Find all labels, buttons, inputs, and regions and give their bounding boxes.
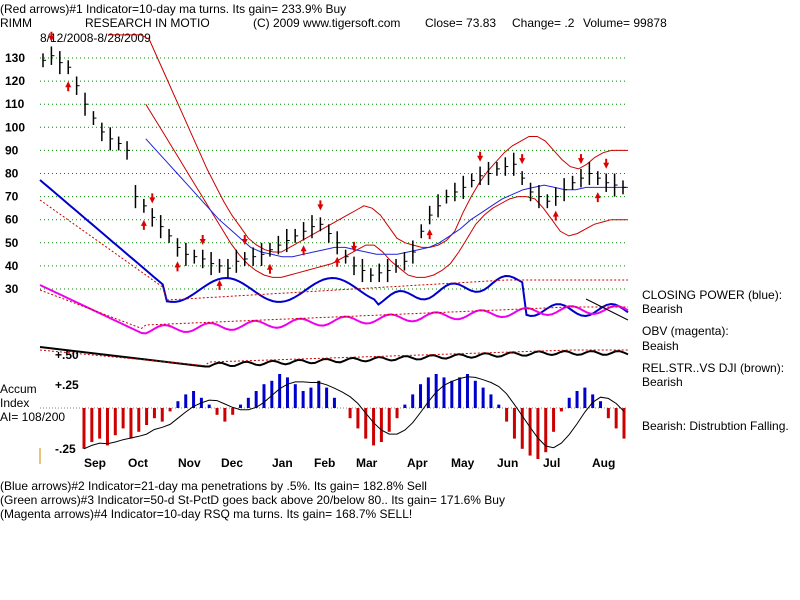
- month-jul: Jul: [543, 456, 560, 470]
- y-tick-60: 60: [5, 213, 19, 227]
- y-tick-40: 40: [5, 259, 19, 273]
- month-nov: Nov: [178, 456, 201, 470]
- lower-band-line: [145, 103, 628, 278]
- closing-power-line: [39, 179, 629, 318]
- relstr-line: [39, 346, 629, 368]
- legend-obv-state: Beaish: [642, 339, 679, 353]
- up-arrow-icon: [65, 81, 72, 92]
- y-tick-70: 70: [5, 190, 19, 204]
- legend-relstr-state: Bearish: [642, 375, 683, 389]
- upper-band-line: [108, 34, 628, 253]
- down-arrow-icon: [519, 154, 526, 165]
- up-arrow-icon: [216, 279, 223, 290]
- header-close: Close= 73.83: [425, 16, 496, 30]
- up-arrow-icon: [174, 261, 181, 272]
- month-oct: Oct: [128, 456, 148, 470]
- accum-index-ma-line: [83, 376, 625, 450]
- obv-line: [39, 284, 629, 335]
- header-company: RESEARCH IN MOTIO: [85, 16, 210, 30]
- down-arrow-icon: [199, 234, 206, 245]
- y-tick-80: 80: [5, 167, 19, 181]
- accum-title1: Accum: [0, 382, 37, 396]
- down-arrow-icon: [577, 154, 584, 165]
- moving-average-line: [145, 138, 628, 258]
- down-arrow-icon: [351, 241, 358, 252]
- header-change: Change= .2: [512, 16, 575, 30]
- header-symbol: RIMM: [0, 16, 32, 30]
- footer-line3: (Magenta arrows)#4 Indicator=10-day RSQ …: [0, 507, 412, 521]
- y-tick-130: 130: [5, 51, 25, 65]
- price-axis-ticks: 30 40 50 60 70 80 90 100 110 120 130: [5, 51, 25, 296]
- down-arrow-icon: [603, 158, 610, 169]
- header-line1: (Red arrows)#1 Indicator=10-day ma turns…: [0, 2, 346, 16]
- down-arrow-icon: [149, 193, 156, 204]
- month-apr: Apr: [407, 456, 428, 470]
- signal-arrows: [48, 31, 610, 290]
- up-arrow-icon: [300, 245, 307, 256]
- y-tick-120: 120: [5, 74, 25, 88]
- up-arrow-icon: [334, 256, 341, 267]
- month-jan: Jan: [272, 456, 293, 470]
- up-arrow-icon: [266, 263, 273, 274]
- accum-index-bars: [82, 374, 626, 459]
- accum-upper-label: +.50: [55, 348, 79, 362]
- y-tick-100: 100: [5, 120, 25, 134]
- y-tick-50: 50: [5, 236, 19, 250]
- up-arrow-icon: [594, 192, 601, 203]
- up-arrow-icon: [140, 219, 147, 230]
- up-arrow-icon: [552, 210, 559, 221]
- month-axis: Sep Oct Nov Dec Jan Feb Mar Apr May Jun Jul Aug: [84, 456, 615, 470]
- legend-relstr: REL.STR..VS DJI (brown):: [642, 361, 784, 375]
- down-arrow-icon: [317, 200, 324, 211]
- trendline: [585, 298, 629, 321]
- up-arrow-icon: [426, 229, 433, 240]
- month-dec: Dec: [221, 456, 243, 470]
- header-copyright: (C) 2009 www.tigersoft.com: [253, 16, 400, 30]
- month-may: May: [451, 456, 475, 470]
- y-tick-30: 30: [5, 282, 19, 296]
- relstr-ma-line: [39, 349, 628, 367]
- legend-closing-power: CLOSING POWER (blue):: [642, 288, 782, 302]
- y-tick-90: 90: [5, 143, 19, 157]
- down-arrow-icon: [241, 234, 248, 245]
- price-bars: [42, 46, 626, 283]
- month-feb: Feb: [314, 456, 335, 470]
- accum-mid-label: +.25: [55, 378, 79, 392]
- legend-closing-power-state: Bearish: [642, 302, 683, 316]
- accum-lower-label: -.25: [55, 442, 76, 456]
- accum-ai: AI= 108/200: [0, 410, 65, 424]
- closing-power-ma-line: [39, 199, 628, 301]
- y-tick-110: 110: [5, 97, 25, 111]
- month-aug: Aug: [592, 456, 615, 470]
- header-daterange: 8/12/2008-8/28/2009: [40, 31, 151, 45]
- down-arrow-icon: [477, 151, 484, 162]
- month-sep: Sep: [84, 456, 106, 470]
- footer-line1: (Blue arrows)#2 Indicator=21-day ma pene…: [0, 479, 427, 493]
- accum-title2: Index: [0, 396, 29, 410]
- legend-accum: Bearish: Distrubtion Falling.: [642, 419, 789, 433]
- footer-line2: (Green arrows)#3 Indicator=50-d St-PctD …: [0, 493, 505, 507]
- obv-ma-line: [39, 289, 628, 329]
- down-arrow-icon: [48, 31, 55, 42]
- header-volume: Volume= 99878: [583, 16, 667, 30]
- month-jun: Jun: [497, 456, 518, 470]
- month-mar: Mar: [356, 456, 378, 470]
- legend-obv: OBV (magenta):: [642, 324, 729, 338]
